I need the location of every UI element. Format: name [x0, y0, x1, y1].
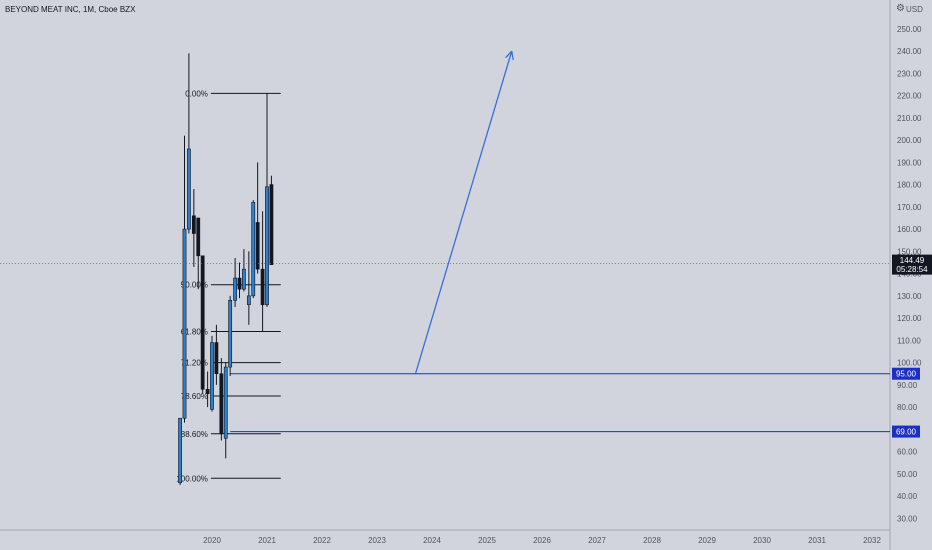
x-tick-label: 2030 — [753, 536, 771, 545]
arrow-head — [505, 50, 513, 59]
candle-up — [228, 299, 233, 368]
horizontal-line-price-label: 69.00 — [896, 428, 917, 437]
fib-level-label: 61.80% — [181, 327, 208, 336]
x-tick-label: 2029 — [698, 536, 716, 545]
arrow-shaft — [414, 50, 513, 374]
gear-icon[interactable]: ⚙ — [896, 3, 905, 14]
fib-level-label: 50.00% — [181, 281, 208, 290]
candle-down — [205, 388, 210, 395]
last-price-tag — [892, 254, 932, 275]
x-tick-label: 2021 — [258, 536, 276, 545]
y-tick-label: 220.00 — [897, 92, 922, 101]
y-tick-label: 180.00 — [897, 181, 922, 190]
fib-level-label: 88.60% — [181, 430, 208, 439]
candlestick-series — [178, 53, 274, 485]
candle-up — [233, 277, 238, 301]
candle-down — [219, 373, 224, 435]
y-tick-label: 130.00 — [897, 292, 922, 301]
candle-down — [196, 217, 201, 257]
candle-up — [210, 342, 214, 410]
currency-label[interactable]: USD — [906, 5, 923, 14]
x-tick-label: 2028 — [643, 536, 661, 545]
candle-down — [237, 277, 242, 290]
candle-down — [191, 215, 196, 234]
x-tick-label: 2032 — [863, 536, 881, 545]
fib-level-label: 78.60% — [181, 392, 208, 401]
y-tick-label: 50.00 — [897, 470, 918, 479]
y-tick-label: 240.00 — [897, 47, 922, 56]
y-tick-label: 190.00 — [897, 158, 922, 167]
horizontal-line-price-tag — [892, 367, 920, 380]
y-tick-label: 200.00 — [897, 136, 922, 145]
candle-down — [260, 268, 265, 306]
y-tick-label: 120.00 — [897, 314, 922, 323]
horizontal-lines[interactable] — [230, 373, 890, 433]
x-tick-label: 2031 — [808, 536, 826, 545]
x-tick-label: 2022 — [313, 536, 331, 545]
fib-level-label: 100.00% — [176, 474, 208, 483]
y-tick-label: 160.00 — [897, 225, 922, 234]
horizontal-line-price-label: 95.00 — [896, 370, 917, 379]
candle-up — [223, 366, 228, 439]
candle-up — [246, 295, 251, 306]
horizontal-line-price-tag — [892, 425, 920, 438]
y-tick-label: 170.00 — [897, 203, 922, 212]
y-tick-label: 80.00 — [897, 403, 918, 412]
fib-level-label: 71.20% — [181, 359, 208, 368]
candle-up — [178, 417, 183, 484]
x-tick-label: 2025 — [478, 536, 496, 545]
candle-down — [214, 342, 219, 375]
y-tick-label: 90.00 — [897, 381, 918, 390]
y-tick-label: 60.00 — [897, 448, 918, 457]
fib-retracement[interactable]: 0.00% 50.00% 61.80% 71.20% 78.60% 88.60% 100.0… — [176, 89, 281, 483]
trend-arrow[interactable] — [414, 50, 514, 374]
last-price-countdown: 05:28:54 — [896, 265, 928, 274]
x-tick-label: 2024 — [423, 536, 441, 545]
candle-up — [242, 268, 246, 290]
y-tick-label: 40.00 — [897, 492, 918, 501]
arrow-head — [511, 50, 514, 61]
candle-down — [269, 184, 274, 266]
x-tick-label: 2026 — [533, 536, 551, 545]
y-tick-label: 250.00 — [897, 25, 922, 34]
candle-up — [251, 202, 256, 297]
y-tick-label: 210.00 — [897, 114, 922, 123]
candle-down — [255, 222, 260, 270]
candle-up — [182, 228, 187, 419]
fib-level-label: 0.00% — [185, 89, 208, 98]
last-price-value: 144.49 — [900, 256, 925, 265]
candle-down — [200, 255, 205, 390]
y-tick-label: 150.00 — [897, 247, 922, 256]
y-tick-label: 110.00 — [897, 336, 921, 345]
x-tick-label: 2023 — [368, 536, 386, 545]
y-tick-label: 230.00 — [897, 69, 922, 78]
chart-title: BEYOND MEAT INC, 1M, Cboe BZX — [5, 5, 136, 14]
candle-up — [187, 148, 191, 230]
x-tick-label: 2020 — [203, 536, 221, 545]
y-tick-label: 100.00 — [897, 359, 922, 368]
candle-up — [265, 186, 269, 306]
price-axis[interactable]: 30.0040.0050.0060.0070.0080.0090.00100.0… — [897, 25, 922, 523]
x-tick-label: 2027 — [588, 536, 606, 545]
y-tick-label: 30.00 — [897, 514, 918, 523]
time-axis[interactable]: 2020 2021 2022 2023 2024 2025 2026 2027 2028 2029… — [203, 536, 881, 545]
